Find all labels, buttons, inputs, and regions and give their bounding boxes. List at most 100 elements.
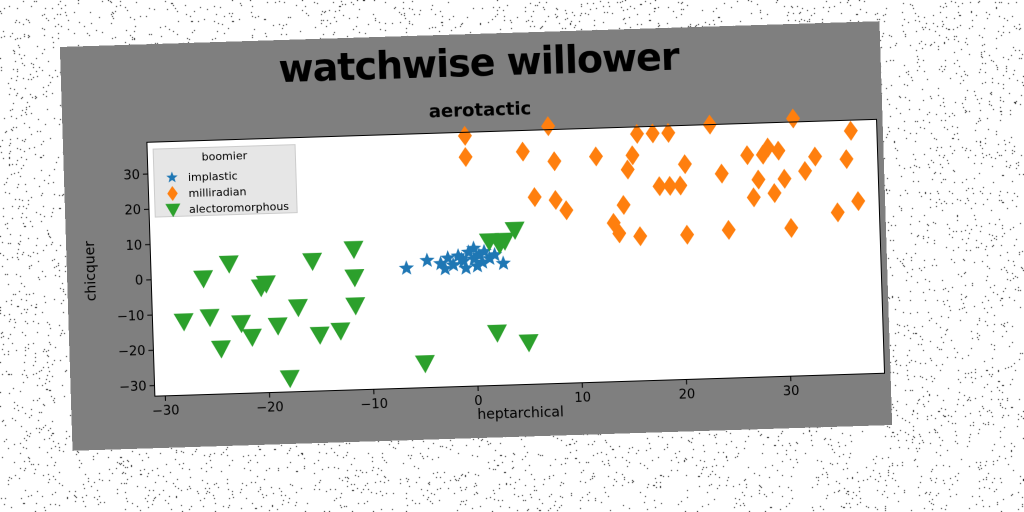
alectoromorphous-point xyxy=(279,369,300,389)
implastic-point xyxy=(419,252,435,268)
milliradian-point xyxy=(798,161,813,182)
y-tick-label: 10 xyxy=(125,238,142,254)
milliradian-point xyxy=(457,125,472,146)
milliradian-point xyxy=(746,187,761,208)
implastic-point xyxy=(465,240,482,256)
implastic-point xyxy=(440,250,456,265)
x-tick-label: −10 xyxy=(360,397,388,413)
milliradian-point xyxy=(458,146,473,167)
milliradian-point xyxy=(630,123,645,144)
milliradian-point xyxy=(662,175,677,196)
milliradian-point xyxy=(547,151,562,172)
milliradian-legend-marker xyxy=(167,186,178,202)
milliradian-point xyxy=(548,190,563,211)
alectoromorphous-point xyxy=(241,328,262,347)
axis-ticks: −30 −20 −10 0 10 20 30 −30 −20 −10 0 10 20 30 xyxy=(117,168,800,419)
alectoromorphous-point xyxy=(504,221,525,240)
x-axis-label: heptarchical xyxy=(477,404,564,423)
milliradian-point xyxy=(839,149,854,170)
alectoromorphous-legend-marker xyxy=(165,203,181,218)
implastic-point xyxy=(398,260,415,275)
alectoromorphous-point xyxy=(218,255,239,274)
implastic-point xyxy=(487,246,503,262)
y-tick-label: 30 xyxy=(123,168,140,184)
milliradian-point xyxy=(527,187,542,208)
milliradian-point xyxy=(751,169,766,190)
milliradian-point xyxy=(760,137,775,158)
milliradian-point xyxy=(620,159,635,180)
milliradian-point xyxy=(843,120,858,141)
milliradian-point xyxy=(612,223,627,244)
milliradian-point xyxy=(767,183,782,204)
milliradian-point xyxy=(673,175,688,196)
legend: boomier implasticmilliradianalectoromorp… xyxy=(152,144,298,218)
implastic-point xyxy=(437,260,453,276)
implastic-point xyxy=(458,260,474,275)
milliradian-point xyxy=(559,200,574,221)
alectoromorphous-point xyxy=(210,340,231,359)
x-tick-label: −20 xyxy=(256,400,284,416)
legend-label: milliradian xyxy=(188,185,246,200)
milliradian-point xyxy=(515,141,530,162)
alectoromorphous-point xyxy=(255,275,276,294)
x-tick-label: 10 xyxy=(574,390,591,406)
alectoromorphous-point xyxy=(414,355,435,374)
alectoromorphous-point xyxy=(193,270,214,289)
implastic-point xyxy=(469,258,485,273)
implastic-point xyxy=(495,255,511,271)
legend-label: alectoromorphous xyxy=(189,200,290,216)
implastic-point xyxy=(481,250,498,266)
milliradian-point xyxy=(588,146,603,167)
milliradian-point xyxy=(714,163,729,184)
alectoromorphous-point xyxy=(486,324,507,343)
milliradian-point xyxy=(784,217,799,238)
alectoromorphous-point xyxy=(345,297,366,316)
milliradian-point xyxy=(808,146,823,167)
y-tick-label: 0 xyxy=(135,274,144,289)
implastic-point xyxy=(476,243,492,259)
y-axis-label: chicquer xyxy=(82,240,100,301)
y-tick-label: 20 xyxy=(124,203,141,219)
data-markers xyxy=(173,108,866,389)
milliradian-point xyxy=(677,154,692,175)
chart-figure: watchwise willower aerotactic −30 −20 −10 0… xyxy=(59,21,893,451)
plot-area xyxy=(146,119,885,397)
alectoromorphous-point xyxy=(309,326,330,345)
milliradian-point xyxy=(661,122,676,143)
milliradian-point xyxy=(755,144,770,165)
alectoromorphous-point xyxy=(494,232,515,251)
implastic-point xyxy=(445,257,461,272)
alectoromorphous-point xyxy=(267,317,288,336)
x-tick-label: 0 xyxy=(474,394,483,409)
scatter-chart: watchwise willower aerotactic −30 −20 −10 0… xyxy=(59,21,893,451)
alectoromorphous-point xyxy=(344,268,365,288)
implastic-point xyxy=(453,251,470,267)
milliradian-point xyxy=(680,224,695,245)
milliradian-point xyxy=(786,108,801,129)
x-tick-label: 30 xyxy=(783,384,800,400)
milliradian-point xyxy=(645,123,660,144)
chart-subtitle: aerotactic xyxy=(429,98,532,122)
implastic-legend-marker xyxy=(166,171,178,183)
legend-label: implastic xyxy=(188,169,238,184)
alectoromorphous-point xyxy=(518,334,539,353)
y-tick-label: −20 xyxy=(118,344,146,360)
y-tick-label: −10 xyxy=(117,309,145,325)
alectoromorphous-point xyxy=(343,240,364,260)
milliradian-point xyxy=(633,226,648,247)
legend-box xyxy=(152,144,298,218)
milliradian-point xyxy=(830,202,845,223)
legend-title: boomier xyxy=(201,149,247,163)
alectoromorphous-point xyxy=(231,314,252,334)
alectoromorphous-point xyxy=(302,252,323,271)
milliradian-point xyxy=(652,176,667,197)
milliradian-point xyxy=(771,140,786,161)
x-tick-label: −30 xyxy=(152,403,180,419)
alectoromorphous-point xyxy=(330,322,351,341)
milliradian-point xyxy=(541,116,556,137)
milliradian-point xyxy=(740,145,755,166)
implastic-point xyxy=(474,254,490,269)
plot-frame xyxy=(146,118,886,397)
x-tick-label: 20 xyxy=(678,387,695,403)
milliradian-point xyxy=(625,145,640,166)
